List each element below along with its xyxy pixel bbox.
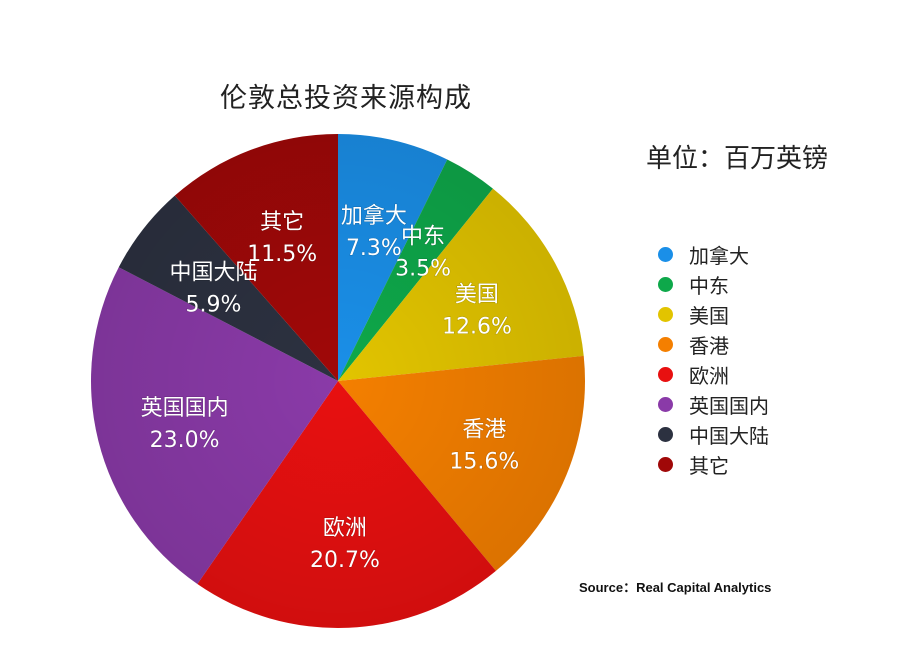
slice-category-label: 中国大陆	[169, 261, 257, 286]
slice-value-label: 11.5%	[247, 242, 317, 267]
legend-item: 欧洲	[658, 359, 769, 389]
slice-category-label: 美国	[455, 283, 499, 308]
slice-category-label: 欧洲	[323, 516, 367, 541]
pie-labels: 加拿大 7.3% 中东 3.5%美国 12.6% 香港 15.6% 欧洲 20.7% 英国国内 23…	[140, 203, 520, 574]
legend-item: 中东	[658, 269, 769, 299]
slice-value-label: 5.9%	[186, 293, 242, 318]
legend-item: 加拿大	[658, 239, 769, 269]
legend-swatch	[658, 336, 673, 352]
legend-item: 香港	[658, 329, 769, 359]
chart-title: 伦敦总投资来源构成	[220, 83, 472, 114]
legend-swatch	[658, 246, 673, 262]
slice-value-label: 23.0%	[150, 428, 220, 453]
legend-label: 香港	[689, 333, 729, 358]
slice-category-label: 中东	[401, 225, 445, 250]
slice-value-label: 7.3%	[346, 236, 402, 261]
legend-label: 加拿大	[689, 243, 749, 268]
slice-category-label: 其它	[260, 210, 304, 235]
legend-label: 其它	[689, 453, 729, 478]
legend-item: 美国	[658, 299, 769, 329]
legend-label: 中国大陆	[689, 423, 769, 448]
source-note: Source：Real Capital Analytics	[579, 580, 772, 595]
legend-swatch	[658, 456, 673, 472]
slice-value-label: 15.6%	[449, 450, 519, 475]
legend-item: 其它	[658, 449, 769, 479]
slice-value-label: 12.6%	[442, 315, 512, 340]
slice-value-label: 3.5%	[395, 257, 451, 282]
legend-swatch	[658, 396, 673, 412]
legend-label: 欧洲	[689, 363, 729, 388]
slice-category-label: 英国国内	[141, 396, 229, 421]
legend-swatch	[658, 426, 673, 442]
unit-label: 单位：百万英镑	[646, 144, 829, 174]
legend-label: 英国国内	[689, 393, 769, 418]
slice-category-label: 加拿大	[341, 203, 407, 229]
slice-value-label: 20.7%	[310, 548, 380, 573]
legend-swatch	[658, 366, 673, 382]
legend-item: 中国大陆	[658, 419, 769, 449]
legend-swatch	[658, 276, 673, 292]
legend-label: 美国	[689, 303, 729, 328]
legend: 加拿大中东美国香港欧洲英国国内中国大陆其它	[658, 239, 769, 479]
slice-category-label: 香港	[462, 418, 506, 443]
legend-item: 英国国内	[658, 389, 769, 419]
legend-label: 中东	[689, 273, 729, 298]
legend-swatch	[658, 306, 673, 322]
